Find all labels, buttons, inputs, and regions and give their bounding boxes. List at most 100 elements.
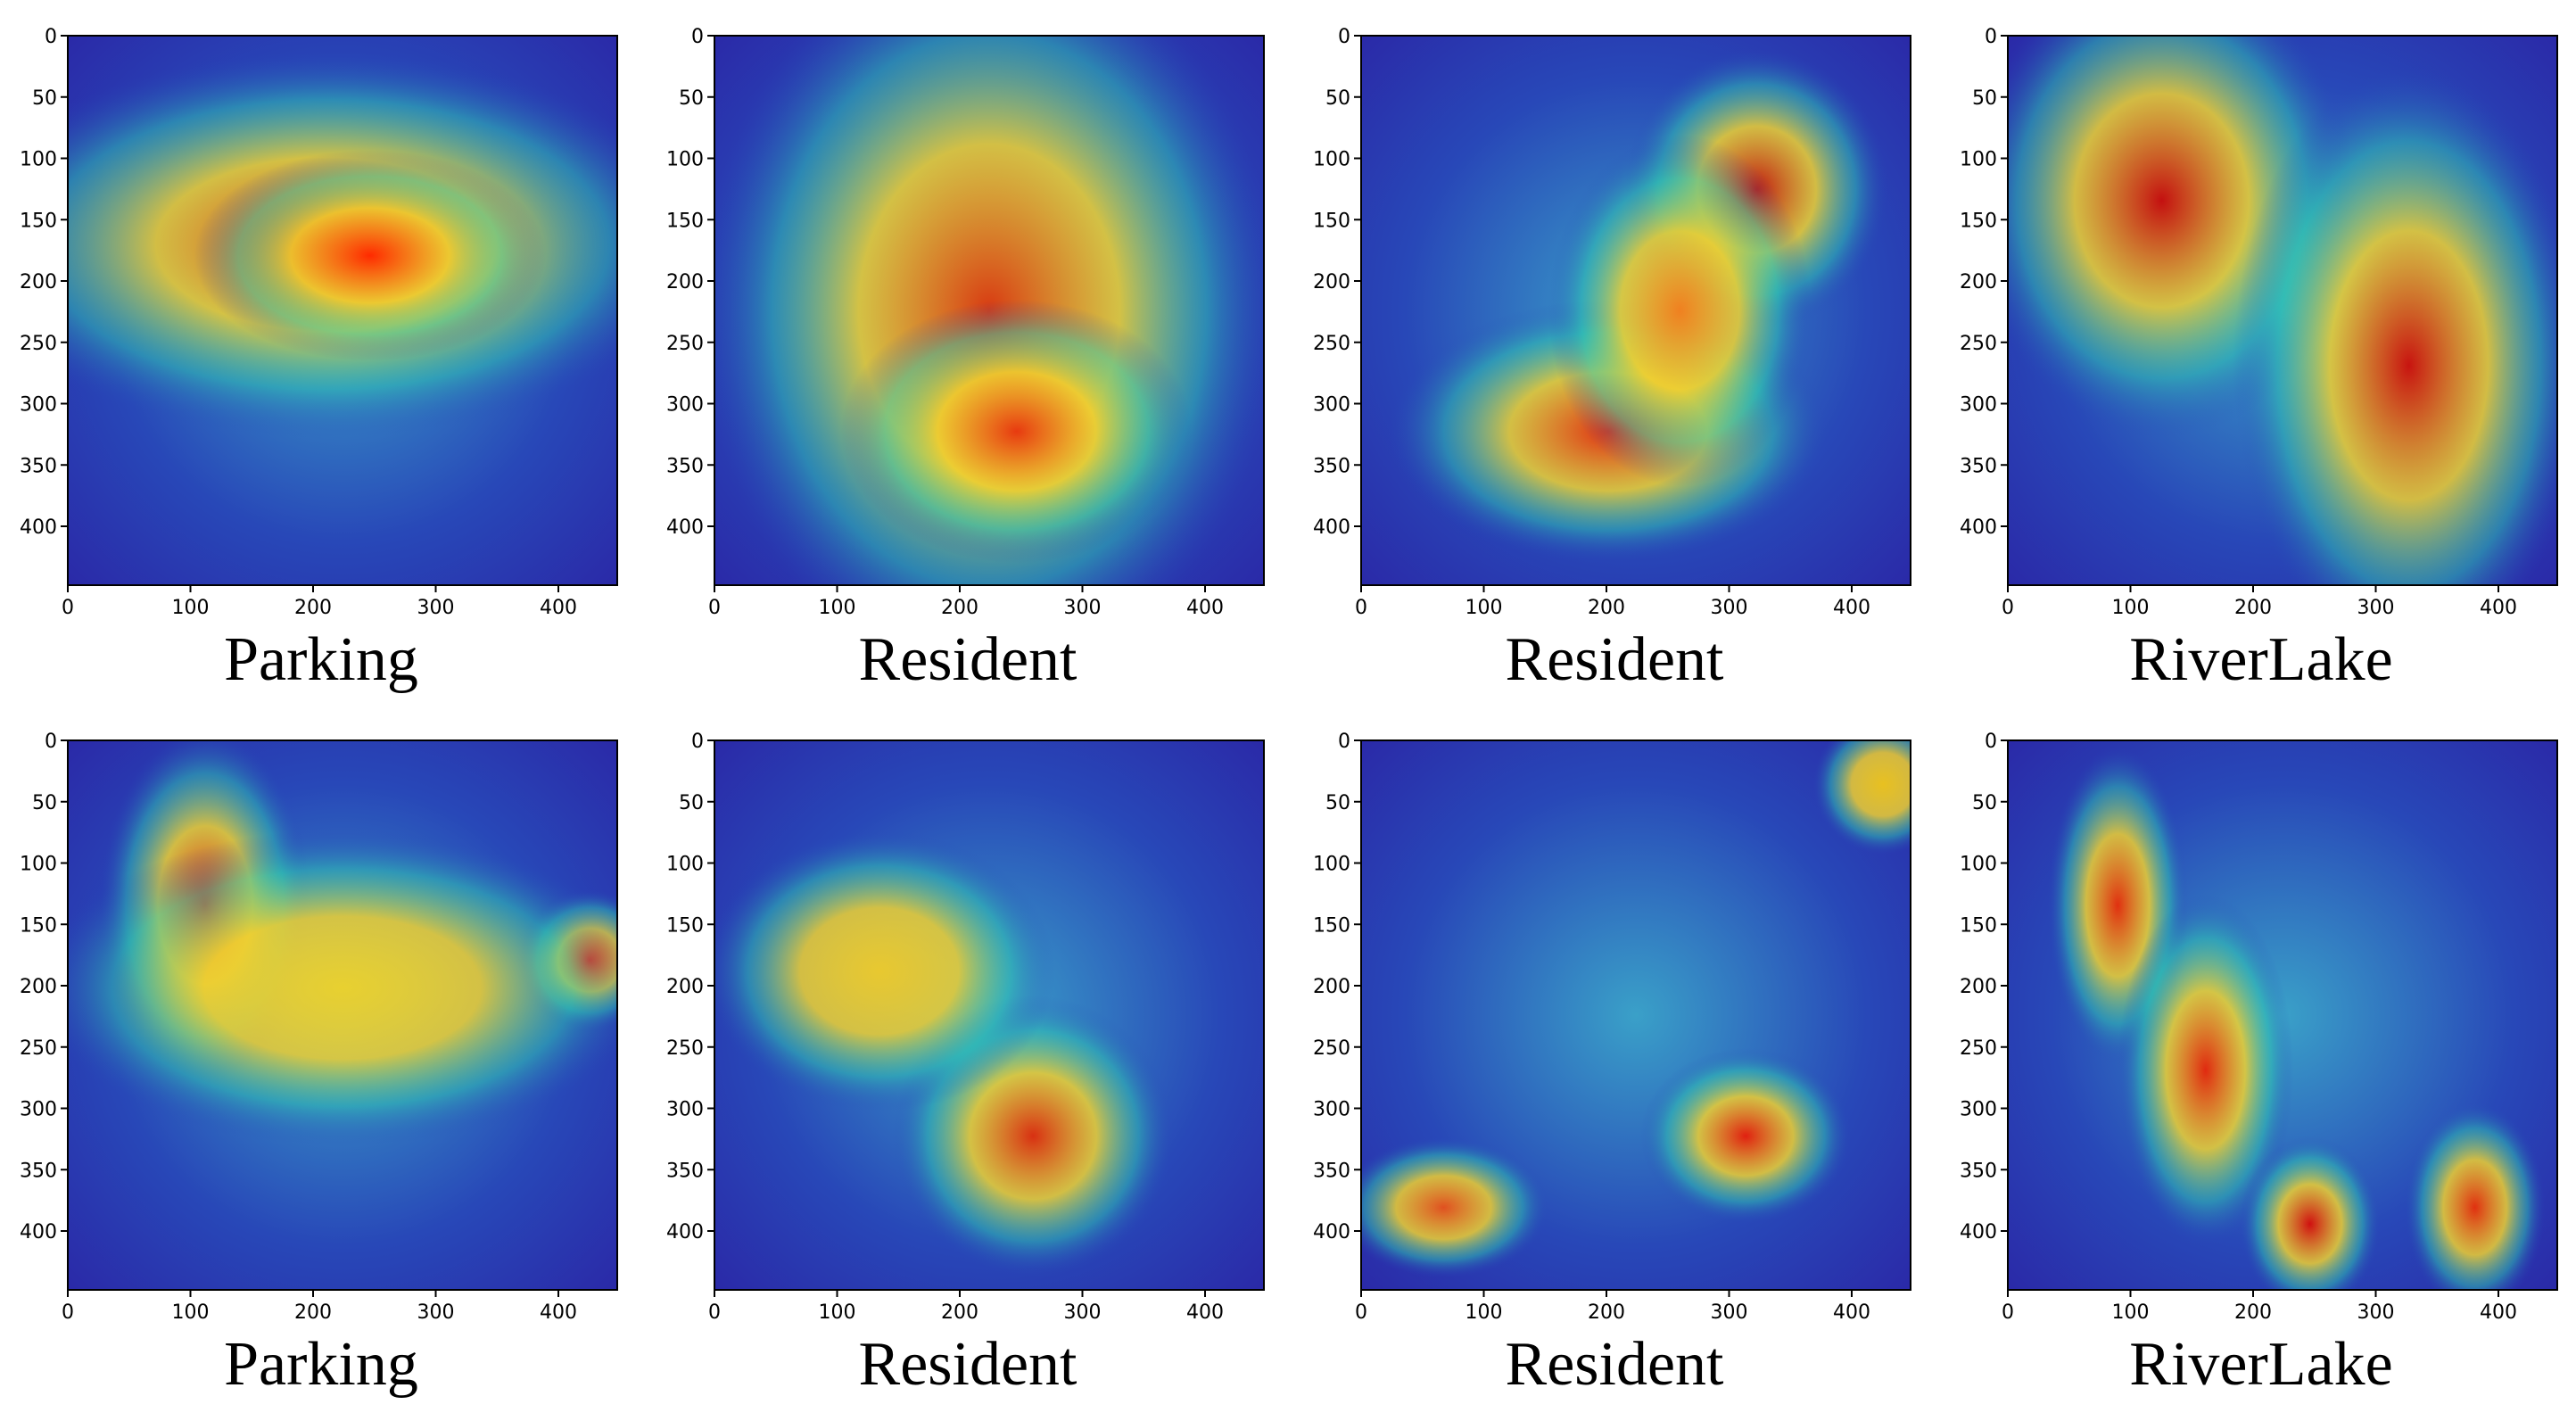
- y-tick-label: 350: [20, 455, 57, 477]
- y-tick-label: 400: [1313, 1221, 1350, 1243]
- y-tick-label: 150: [1960, 914, 1997, 937]
- heat-region: [2239, 1136, 2381, 1290]
- y-tick-label: 400: [1960, 1221, 1997, 1243]
- y-tick-label: 150: [20, 210, 57, 232]
- heat-region: [1639, 1047, 1852, 1225]
- y-tick-label: 350: [1960, 455, 1997, 477]
- y-tick-label: 300: [1960, 1099, 1997, 1121]
- y-tick-label: 350: [666, 455, 704, 477]
- y-tick-label: 150: [666, 914, 704, 937]
- y-tick-label: 350: [1960, 1160, 1997, 1182]
- panel-caption: Resident: [1505, 625, 1724, 694]
- x-tick-label: 100: [2112, 1301, 2150, 1324]
- x-tick-label: 400: [1186, 597, 1224, 619]
- y-tick-label: 200: [1960, 976, 1997, 998]
- y-tick-label: 300: [1313, 394, 1350, 417]
- panel-caption: Parking: [224, 625, 418, 694]
- x-tick-label: 200: [294, 597, 332, 619]
- y-tick-label: 300: [1960, 394, 1997, 417]
- heatmap-plot: 0 100 200 300 400 0 50 100 150 200 250 300 350 400: [666, 731, 1265, 1324]
- y-tick-label: 300: [1313, 1099, 1350, 1121]
- y-tick-label: 250: [666, 1037, 704, 1060]
- y-tick-label: 300: [666, 1099, 704, 1121]
- y-tick-label: 0: [1338, 731, 1350, 753]
- heat-region: [2233, 66, 2557, 585]
- x-tick-label: 0: [708, 1301, 721, 1324]
- y-tick-label: 250: [20, 1037, 57, 1060]
- plot-frame: [67, 35, 618, 586]
- heatmap-plot: 0 100 200 300 400 0 50 100 150 200 250 300 350 400: [1313, 26, 1911, 619]
- x-tick-label: 300: [1711, 597, 1748, 619]
- x-tick-label: 300: [2357, 597, 2395, 619]
- x-tick-label: 100: [819, 1301, 856, 1324]
- x-tick-label: 0: [2002, 1301, 2014, 1324]
- panel-caption: RiverLake: [2129, 1330, 2393, 1399]
- x-tick-label: 300: [417, 1301, 455, 1324]
- x-tick-label: 400: [1186, 1301, 1224, 1324]
- y-tick-label: 300: [20, 394, 57, 417]
- plot-frame: [714, 739, 1265, 1291]
- x-tick-label: 0: [2002, 597, 2014, 619]
- y-tick-label: 300: [666, 394, 704, 417]
- x-tick-label: 100: [819, 597, 856, 619]
- y-tick-label: 200: [1313, 271, 1350, 293]
- y-tick-label: 250: [20, 333, 57, 355]
- x-tick-label: 100: [1466, 597, 1503, 619]
- x-tick-label: 100: [2112, 597, 2150, 619]
- y-tick-label: 400: [1313, 516, 1350, 539]
- x-tick-label: 300: [1064, 1301, 1102, 1324]
- x-tick-label: 400: [1833, 1301, 1870, 1324]
- plot-frame: [2007, 739, 2558, 1291]
- y-tick-label: 50: [679, 792, 704, 814]
- panel-caption: Resident: [1505, 1330, 1724, 1399]
- y-tick-label: 200: [666, 271, 704, 293]
- y-tick-label: 100: [1960, 854, 1997, 876]
- y-tick-label: 50: [1325, 792, 1350, 814]
- y-tick-label: 200: [20, 976, 57, 998]
- y-tick-label: 50: [1972, 87, 1997, 110]
- y-tick-label: 200: [666, 976, 704, 998]
- y-tick-label: 200: [20, 271, 57, 293]
- y-tick-label: 350: [1313, 1160, 1350, 1182]
- panel-5: 0 100 200 300 400 0 50 100 150 200 250 300 350 400 Pa…: [0, 705, 642, 1409]
- x-tick-label: 200: [2234, 597, 2272, 619]
- x-tick-label: 0: [1355, 597, 1367, 619]
- y-tick-label: 400: [666, 516, 704, 539]
- x-tick-label: 200: [1588, 1301, 1625, 1324]
- y-tick-label: 250: [1960, 1037, 1997, 1060]
- y-tick-label: 400: [1960, 516, 1997, 539]
- y-tick-label: 400: [20, 516, 57, 539]
- y-tick-label: 100: [666, 149, 704, 171]
- x-tick-label: 300: [417, 597, 455, 619]
- heatmap-plot: 0 100 200 300 400 0 50 100 150 200 250 300 350 400: [1960, 731, 2558, 1324]
- heat-region: [194, 150, 546, 361]
- panel-3: 0 100 200 300 400 0 50 100 150 200 250 300 350 400 Re…: [1293, 0, 1936, 705]
- panel-caption: Resident: [858, 1330, 1077, 1399]
- x-tick-label: 400: [540, 1301, 577, 1324]
- x-tick-label: 100: [1466, 1301, 1503, 1324]
- x-tick-label: 100: [172, 1301, 210, 1324]
- y-tick-label: 0: [1985, 26, 1997, 48]
- y-tick-label: 0: [45, 26, 57, 48]
- x-tick-label: 0: [62, 597, 74, 619]
- y-tick-label: 350: [1313, 455, 1350, 477]
- y-tick-label: 350: [666, 1160, 704, 1182]
- y-tick-label: 0: [691, 26, 704, 48]
- y-tick-label: 150: [1313, 210, 1350, 232]
- y-tick-label: 100: [1313, 854, 1350, 876]
- y-tick-label: 0: [1338, 26, 1350, 48]
- x-tick-label: 400: [2480, 597, 2517, 619]
- heat-region: [714, 830, 1055, 1112]
- y-tick-label: 50: [1325, 87, 1350, 110]
- heatmap-plot: 0 100 200 300 400 0 50 100 150 200 250 300 350 400: [1313, 731, 1911, 1324]
- heatmap-plot: 0 100 200 300 400 0 50 100 150 200 250 300 350 400: [666, 26, 1265, 619]
- y-tick-label: 100: [1960, 149, 1997, 171]
- x-tick-label: 0: [1355, 1301, 1367, 1324]
- x-tick-label: 300: [2357, 1301, 2395, 1324]
- y-tick-label: 150: [666, 210, 704, 232]
- x-tick-label: 400: [540, 597, 577, 619]
- plot-frame: [67, 739, 618, 1291]
- y-tick-label: 0: [1985, 731, 1997, 753]
- y-tick-label: 100: [20, 149, 57, 171]
